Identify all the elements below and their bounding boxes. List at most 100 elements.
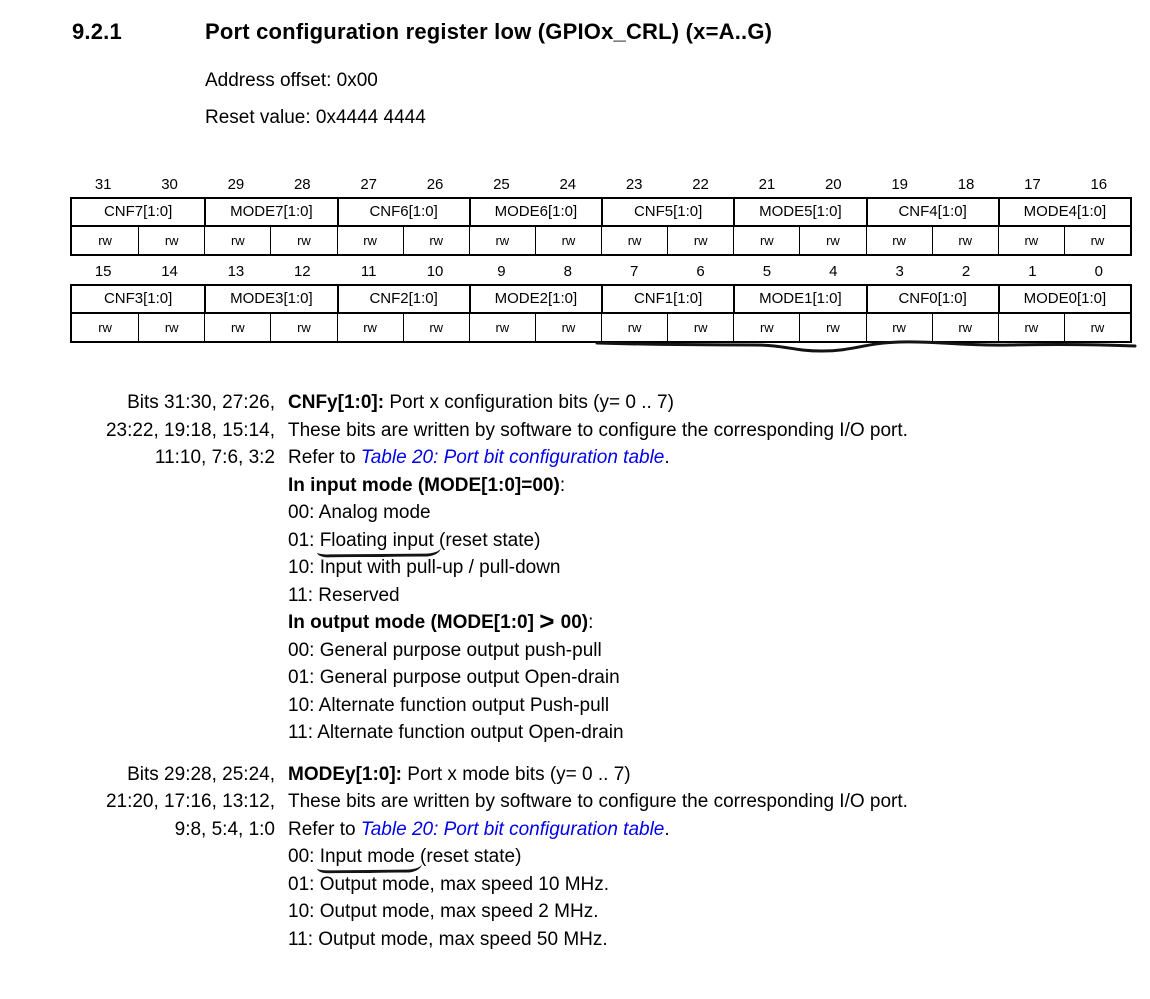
text-segment: 10: Input with pull-up / pull-down bbox=[288, 557, 561, 578]
text-segment: 00: bbox=[288, 846, 320, 867]
bit-number: 27 bbox=[360, 176, 378, 193]
access-cell: rw bbox=[534, 314, 601, 341]
text-segment: : bbox=[588, 612, 594, 633]
hand-squiggle-annotation bbox=[595, 340, 1137, 353]
description-line: 11: Reserved bbox=[288, 582, 1090, 610]
access-cell: rw bbox=[336, 314, 403, 341]
description-line: 00: Input mode (reset state) bbox=[288, 843, 1090, 871]
description-line: 10: Output mode, max speed 2 MHz. bbox=[288, 898, 1090, 926]
bit-number: 5 bbox=[762, 263, 772, 280]
text-segment: 10: Output mode, max speed 2 MHz. bbox=[288, 901, 599, 922]
access-cell: rw bbox=[468, 227, 535, 254]
access-cell: rw bbox=[733, 314, 799, 341]
bit-number: 14 bbox=[161, 263, 178, 280]
field-name-row: CNF7[1:0] MODE7[1:0] CNF6[1:0] MODE6[1:0] CN… bbox=[72, 199, 1130, 225]
section-number: 9.2.1 bbox=[72, 19, 122, 44]
description-line: In output mode (MODE[1:0] > 00): bbox=[288, 608, 1090, 637]
field-cell: CNF3[1:0] bbox=[103, 290, 173, 307]
access-cell: rw bbox=[270, 227, 336, 254]
bit-number: 21 bbox=[758, 176, 776, 193]
access-cell: rw bbox=[865, 227, 932, 254]
text-segment: Refer to bbox=[288, 818, 361, 840]
bit-number: 22 bbox=[692, 176, 709, 193]
field-cell: CNF6[1:0] bbox=[336, 199, 469, 225]
text-segment: MODEy[1:0]: bbox=[288, 763, 403, 785]
access-cell: rw bbox=[1063, 227, 1130, 254]
description-content: CNFy[1:0]: Port x configuration bits (y=… bbox=[288, 389, 1090, 747]
bit-number: 9 bbox=[497, 263, 506, 280]
bit-number: 11 bbox=[360, 263, 377, 280]
bits-range-label-line: Bits 29:28, 25:24, bbox=[127, 763, 275, 785]
text-segment: . bbox=[664, 447, 670, 468]
text-segment: These bits are written by software to co… bbox=[288, 419, 908, 441]
text-segment: Port x configuration bits (y= 0 .. 7) bbox=[384, 392, 674, 413]
bits-range-label: Bits 31:30, 27:26, 23:22, 19:18, 15:14, 11… bbox=[70, 389, 288, 747]
access-cell: rw bbox=[601, 227, 667, 254]
bit-number: 7 bbox=[630, 263, 639, 280]
text-segment: : bbox=[559, 474, 566, 496]
bit-number: 6 bbox=[696, 263, 705, 280]
table20-link[interactable]: Table 20: Port bit configuration table bbox=[360, 447, 665, 468]
field-cell: MODE6[1:0] bbox=[468, 199, 601, 225]
bit-number: 8 bbox=[563, 263, 572, 280]
access-cell: rw bbox=[402, 314, 469, 341]
bits-range-label-line: 21:20, 17:16, 13:12, bbox=[105, 791, 275, 812]
text-segment: CNFy[1:0]: bbox=[288, 392, 385, 413]
access-cell: rw bbox=[138, 314, 204, 341]
bit-number: 19 bbox=[891, 176, 909, 193]
text-segment: 11: Reserved bbox=[288, 584, 400, 606]
access-cell: rw bbox=[534, 227, 601, 254]
description-line: In input mode (MODE[1:0]=00): bbox=[288, 472, 1090, 500]
description-line: 01: General purpose output Open-drain bbox=[288, 664, 1090, 692]
access-cell: rw bbox=[138, 227, 204, 254]
access-cell: rw bbox=[997, 227, 1064, 254]
cnf-description-block: Bits 31:30, 27:26, 23:22, 19:18, 15:14, 11… bbox=[70, 389, 1090, 747]
bits-range-label-line: 11:10, 7:6, 3:2 bbox=[154, 447, 275, 468]
field-cell: MODE4[1:0] bbox=[997, 199, 1130, 225]
register-table-bits-15-0: 15 14 13 12 11 10 9 8 7 6 5 4 3 2 1 0 CNF3[1:0] MODE3[1:0… bbox=[70, 261, 1132, 343]
reset-value-line: Reset value: 0x4444 4444 bbox=[205, 107, 426, 128]
description-line: These bits are written by software to co… bbox=[288, 417, 1090, 445]
bit-number-row: 31 30 29 28 27 26 25 24 23 22 21 20 19 18 17 16 bbox=[70, 174, 1132, 197]
bit-number: 13 bbox=[227, 263, 245, 280]
access-row: rw rw rw rw rw rw rw rw rw rw rw rw rw rw rw rw bbox=[72, 312, 1130, 341]
field-cell: MODE1[1:0] bbox=[733, 286, 865, 312]
bit-number: 24 bbox=[559, 176, 577, 193]
field-cell: MODE7[1:0] bbox=[204, 199, 336, 225]
text-segment: 11: Output mode, max speed 50 MHz. bbox=[288, 928, 608, 950]
access-cell: rw bbox=[799, 314, 865, 341]
text-segment: 00: Analog mode bbox=[288, 502, 431, 523]
bit-number: 10 bbox=[426, 263, 444, 280]
register-bit-box: CNF7[1:0] MODE7[1:0] CNF6[1:0] MODE6[1:0] CN… bbox=[70, 197, 1132, 256]
bit-number: 18 bbox=[957, 176, 975, 193]
description-line: 00: General purpose output push-pull bbox=[288, 637, 1090, 665]
bit-number: 17 bbox=[1024, 176, 1041, 193]
bits-range-label-line: 23:22, 19:18, 15:14, bbox=[105, 419, 275, 441]
field-cell: CNF5[1:0] bbox=[601, 199, 733, 225]
field-cell: MODE5[1:0] bbox=[733, 199, 865, 225]
access-cell: rw bbox=[601, 314, 667, 341]
field-cell: CNF1[1:0] bbox=[601, 286, 733, 312]
access-cell: rw bbox=[204, 314, 270, 341]
access-cell: rw bbox=[468, 314, 535, 341]
text-segment: In input mode (MODE[1:0]=00) bbox=[288, 474, 560, 496]
address-offset-line: Address offset: 0x00 bbox=[205, 70, 378, 91]
description-line: These bits are written by software to co… bbox=[288, 788, 1090, 816]
field-cell: MODE2[1:0] bbox=[468, 286, 601, 312]
register-bit-box: CNF3[1:0] MODE3[1:0] CNF2[1:0] MODE2[1:0] CN… bbox=[70, 284, 1132, 343]
access-cell: rw bbox=[667, 314, 733, 341]
bit-number: 4 bbox=[829, 263, 838, 280]
field-cell: MODE3[1:0] bbox=[204, 286, 336, 312]
access-cell: rw bbox=[865, 314, 932, 341]
bits-range-label: Bits 29:28, 25:24, 21:20, 17:16, 13:12, 9:… bbox=[70, 761, 288, 954]
table20-link[interactable]: Table 20: Port bit configuration table bbox=[360, 818, 665, 840]
bit-number: 26 bbox=[426, 176, 444, 193]
access-row: rw rw rw rw rw rw rw rw rw rw rw rw rw rw rw rw bbox=[72, 225, 1130, 254]
bit-number: 3 bbox=[895, 263, 904, 280]
text-segment: 01: General purpose output Open-drain bbox=[288, 667, 620, 688]
text-segment: (reset state) bbox=[433, 529, 541, 551]
bit-number: 23 bbox=[625, 176, 643, 193]
access-cell: rw bbox=[733, 227, 799, 254]
bit-number: 16 bbox=[1090, 176, 1108, 193]
